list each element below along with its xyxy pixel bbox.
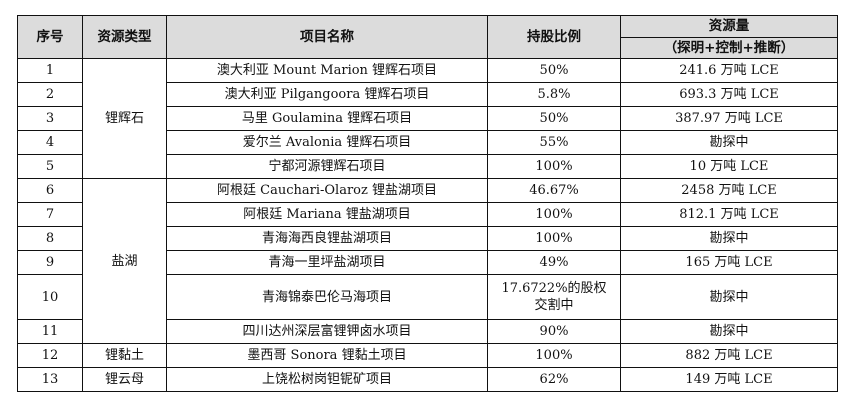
row-number: 6 bbox=[17, 178, 83, 203]
project-name: 马里 Goulamina 锂辉石项目 bbox=[166, 106, 488, 131]
resource-amount: 165 万吨 LCE bbox=[620, 250, 838, 275]
project-name: 上饶松树岗钽铌矿项目 bbox=[166, 367, 488, 392]
table-row: 7 阿根廷 Mariana 锂盐湖项目 100% 812.1 万吨 LCE bbox=[17, 202, 838, 227]
resource-amount: 882 万吨 LCE bbox=[620, 343, 838, 368]
row-number: 9 bbox=[17, 250, 83, 275]
header-name: 项目名称 bbox=[166, 15, 488, 59]
share-ratio: 46.67% bbox=[487, 178, 621, 203]
header-type: 资源类型 bbox=[82, 15, 167, 59]
resource-type: 盐湖 bbox=[82, 178, 167, 344]
table-row: 1 锂辉石 澳大利亚 Mount Marion 锂辉石项目 50% 241.6 万吨 L… bbox=[17, 58, 838, 179]
share-ratio: 100% bbox=[487, 226, 621, 251]
table-row: 6 盐湖 阿根廷 Cauchari-Olaroz 锂盐湖项目 46.67% 2458 万… bbox=[17, 178, 838, 344]
share-ratio: 90% bbox=[487, 319, 621, 344]
resource-amount: 勘探中 bbox=[620, 319, 838, 344]
project-name: 墨西哥 Sonora 锂黏土项目 bbox=[166, 343, 488, 368]
project-name: 澳大利亚 Mount Marion 锂辉石项目 bbox=[166, 58, 488, 83]
project-name: 阿根廷 Mariana 锂盐湖项目 bbox=[166, 202, 488, 227]
share-ratio: 50% bbox=[487, 58, 621, 83]
resource-amount: 勘探中 bbox=[620, 274, 838, 320]
row-number: 7 bbox=[17, 202, 83, 227]
table-row: 4 爱尔兰 Avalonia 锂辉石项目 55% 勘探中 bbox=[17, 130, 838, 155]
resource-amount: 勘探中 bbox=[620, 226, 838, 251]
row-number: 1 bbox=[17, 58, 83, 83]
project-name: 青海海西良锂盐湖项目 bbox=[166, 226, 488, 251]
table-row: 10 青海锦泰巴伦马海项目 17.6722%的股权交割中 勘探中 bbox=[17, 274, 838, 320]
resource-amount: 2458 万吨 LCE bbox=[620, 178, 838, 203]
header-resource: 资源量 bbox=[620, 15, 838, 38]
row-number: 8 bbox=[17, 226, 83, 251]
project-name: 青海锦泰巴伦马海项目 bbox=[166, 274, 488, 320]
project-name: 宁都河源锂辉石项目 bbox=[166, 154, 488, 179]
share-ratio: 50% bbox=[487, 106, 621, 131]
row-number: 2 bbox=[17, 82, 83, 107]
resource-amount: 10 万吨 LCE bbox=[620, 154, 838, 179]
project-name: 四川达州深层富锂钾卤水项目 bbox=[166, 319, 488, 344]
table-row: 5 宁都河源锂辉石项目 100% 10 万吨 LCE bbox=[17, 154, 838, 179]
table-row: 3 马里 Goulamina 锂辉石项目 50% 387.97 万吨 LCE bbox=[17, 106, 838, 131]
project-name: 阿根廷 Cauchari-Olaroz 锂盐湖项目 bbox=[166, 178, 488, 203]
lithium-resources-table: 序号 资源类型 项目名称 持股比例 资源量 （探明+控制+推断） 1 锂辉石 澳大利… bbox=[17, 15, 838, 392]
header-resource-sub: （探明+控制+推断） bbox=[620, 37, 838, 59]
table-row: 9 青海一里坪盐湖项目 49% 165 万吨 LCE bbox=[17, 250, 838, 275]
table-row: 11 四川达州深层富锂钾卤水项目 90% 勘探中 bbox=[17, 319, 838, 344]
share-ratio: 5.8% bbox=[487, 82, 621, 107]
table-row: 8 青海海西良锂盐湖项目 100% 勘探中 bbox=[17, 226, 838, 251]
resource-type: 锂云母 bbox=[82, 367, 167, 392]
share-ratio: 100% bbox=[487, 202, 621, 227]
share-ratio: 62% bbox=[487, 367, 621, 392]
row-number: 13 bbox=[17, 367, 83, 392]
resource-type: 锂黏土 bbox=[82, 343, 167, 368]
resource-amount: 149 万吨 LCE bbox=[620, 367, 838, 392]
table-row: 13 锂云母 上饶松树岗钽铌矿项目 62% 149 万吨 LCE bbox=[17, 367, 838, 392]
row-number: 12 bbox=[17, 343, 83, 368]
header-no: 序号 bbox=[17, 15, 83, 59]
resource-type: 锂辉石 bbox=[82, 58, 167, 179]
project-name: 青海一里坪盐湖项目 bbox=[166, 250, 488, 275]
share-ratio: 100% bbox=[487, 154, 621, 179]
header-share: 持股比例 bbox=[487, 15, 621, 59]
row-number: 3 bbox=[17, 106, 83, 131]
project-name: 澳大利亚 Pilgangoora 锂辉石项目 bbox=[166, 82, 488, 107]
project-name: 爱尔兰 Avalonia 锂辉石项目 bbox=[166, 130, 488, 155]
share-ratio: 49% bbox=[487, 250, 621, 275]
resource-amount: 241.6 万吨 LCE bbox=[620, 58, 838, 83]
row-number: 5 bbox=[17, 154, 83, 179]
share-ratio: 100% bbox=[487, 343, 621, 368]
row-number: 11 bbox=[17, 319, 83, 344]
row-number: 10 bbox=[17, 274, 83, 320]
row-number: 4 bbox=[17, 130, 83, 155]
resource-amount: 387.97 万吨 LCE bbox=[620, 106, 838, 131]
resource-amount: 693.3 万吨 LCE bbox=[620, 82, 838, 107]
share-ratio: 17.6722%的股权交割中 bbox=[487, 274, 621, 320]
share-ratio: 55% bbox=[487, 130, 621, 155]
resource-amount: 812.1 万吨 LCE bbox=[620, 202, 838, 227]
resource-amount: 勘探中 bbox=[620, 130, 838, 155]
table-row: 12 锂黏土 墨西哥 Sonora 锂黏土项目 100% 882 万吨 LCE bbox=[17, 343, 838, 368]
